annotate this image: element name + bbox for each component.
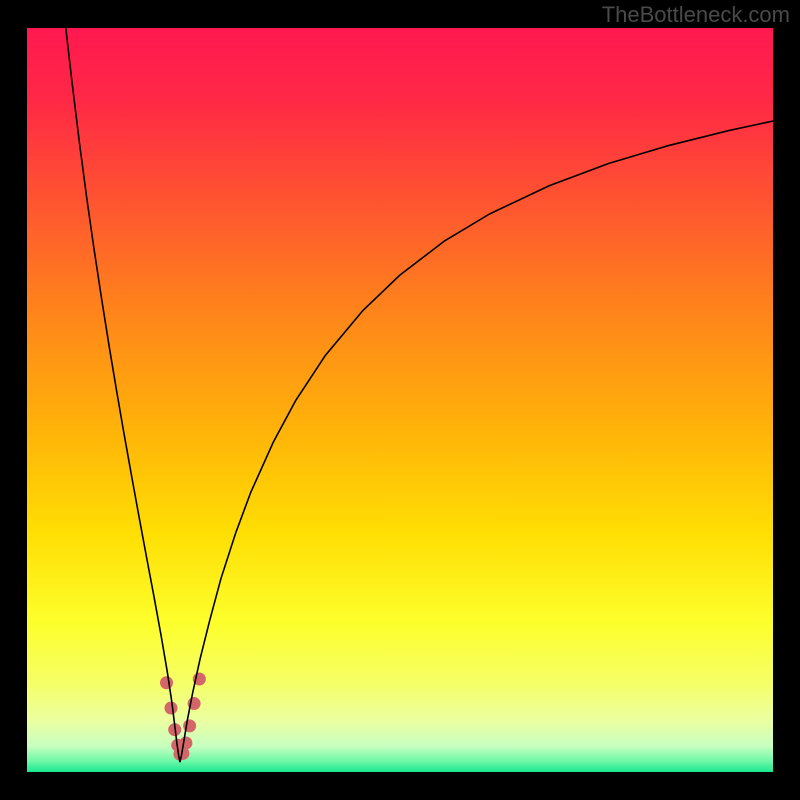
watermark-text: TheBottleneck.com	[602, 2, 790, 28]
marker-dot	[164, 702, 177, 715]
marker-dot	[160, 676, 173, 689]
marker-dot	[179, 736, 192, 749]
chart-frame: TheBottleneck.com	[0, 0, 800, 800]
plot-background	[27, 28, 773, 772]
bottleneck-chart	[0, 0, 800, 800]
